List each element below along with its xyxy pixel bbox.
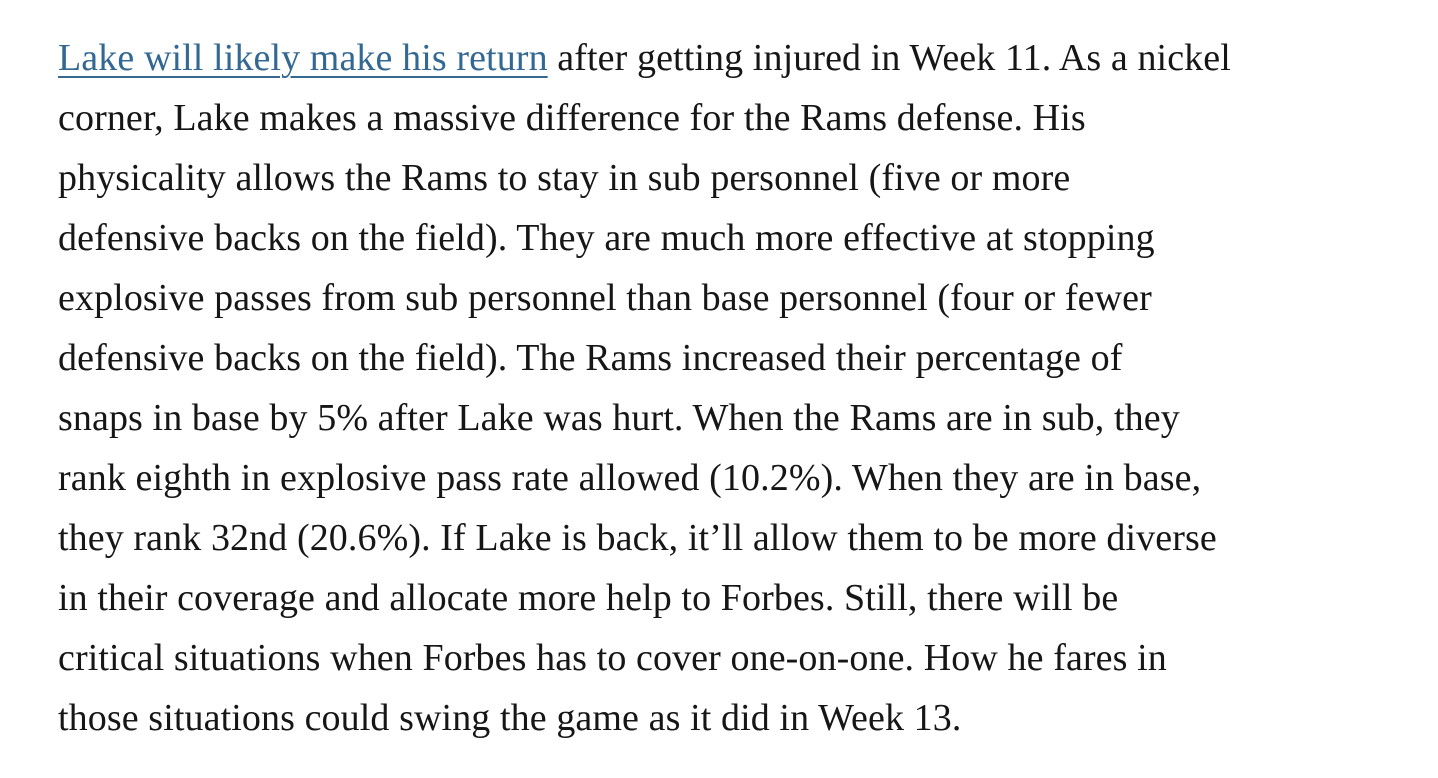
inline-link[interactable]: Lake will likely make his return [58,37,548,79]
text-line-12: those situations could swing the game as… [58,697,962,739]
text-line-7: snaps in base by 5% after Lake was hurt.… [58,397,1180,439]
text-line-6: defensive backs on the field). The Rams … [58,337,1123,379]
text-line-3: physicality allows the Rams to stay in s… [58,157,1071,199]
text-line-5: explosive passes from sub personnel than… [58,277,1152,319]
text-line-11: critical situations when Forbes has to c… [58,637,1167,679]
text-line-2: corner, Lake makes a massive difference … [58,97,1086,139]
text-line-4: defensive backs on the field). They are … [58,217,1155,259]
text-line-9: they rank 32nd (20.6%). If Lake is back,… [58,517,1217,559]
text-line-1-rest: after getting injured in Week 11. As a n… [547,37,1231,79]
text-line-10: in their coverage and allocate more help… [58,577,1119,619]
text-line-8: rank eighth in explosive pass rate allow… [58,457,1202,499]
text-line-1: Lake will likely make his return after g… [58,28,1408,88]
article-paragraph: Lake will likely make his return after g… [58,28,1408,748]
